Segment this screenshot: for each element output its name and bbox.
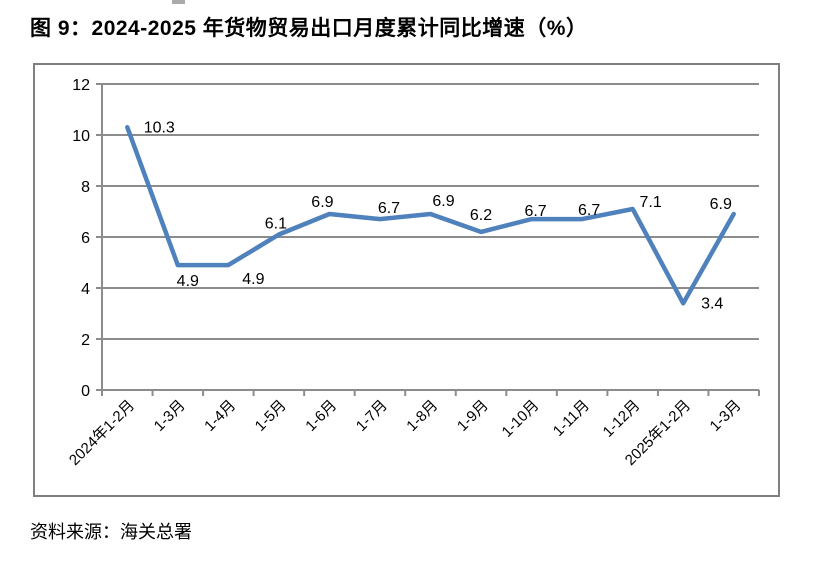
data-label: 4.9 (242, 271, 264, 288)
x-tick-label: 1-10月 (499, 397, 543, 441)
data-label: 6.7 (378, 200, 400, 217)
chart-title: 图 9：2024-2025 年货物贸易出口月度累计同比增速（%） (30, 17, 588, 40)
x-tick-label: 1-8月 (403, 397, 441, 435)
x-tick-label: 1-3月 (151, 397, 189, 435)
chart-frame: 0 2 4 6 8 10 12 2024年1-2月 1-3月 1-4月 1-5月 1-6月 1-7月 1-… (33, 63, 780, 497)
x-tick-label: 1-11月 (550, 397, 593, 440)
y-tick-label: 2 (81, 332, 90, 349)
x-tick-label: 1-9月 (454, 397, 492, 435)
data-label: 6.9 (432, 193, 454, 210)
chart-canvas: 0 2 4 6 8 10 12 2024年1-2月 1-3月 1-4月 1-5月 1-6月 1-7月 1-… (66, 77, 760, 469)
source-note: 资料来源：海关总署 (30, 522, 192, 542)
x-tick-label: 1-5月 (252, 397, 290, 435)
data-label: 6.9 (311, 194, 333, 211)
x-tick-label: 1-4月 (201, 397, 239, 435)
data-label: 6.2 (470, 207, 492, 224)
x-tick-label: 1-12月 (600, 397, 644, 441)
y-tick-label: 4 (81, 281, 90, 298)
data-label: 10.3 (144, 119, 175, 136)
y-tick-label: 12 (72, 77, 90, 94)
top-edge-artifact (172, 0, 185, 4)
data-label: 6.1 (265, 215, 287, 232)
x-tick-label: 2024年1-2月 (66, 397, 138, 469)
x-tick-label: 1-6月 (302, 397, 340, 435)
y-tick-label: 8 (81, 179, 90, 196)
x-tick-label: 1-7月 (353, 397, 391, 435)
data-label: 6.7 (524, 203, 546, 220)
y-tick-label: 0 (81, 383, 90, 400)
y-tick-label: 10 (72, 128, 90, 145)
data-label: 7.1 (640, 194, 662, 211)
x-tick-label: 1-3月 (707, 397, 745, 435)
data-label: 4.9 (177, 273, 199, 290)
data-label: 3.4 (701, 295, 723, 312)
data-label: 6.9 (710, 196, 732, 213)
data-label: 6.7 (578, 202, 600, 219)
y-tick-label: 6 (81, 230, 90, 247)
series-polyline (125, 125, 736, 306)
